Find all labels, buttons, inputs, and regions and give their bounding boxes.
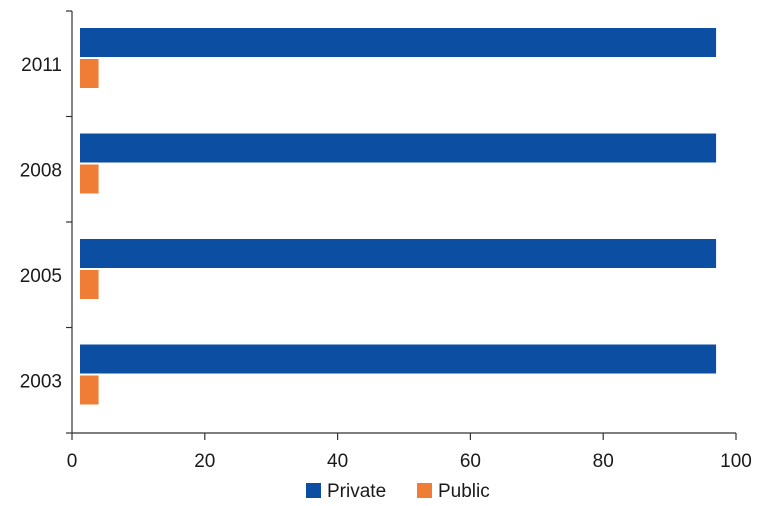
legend-swatch-private — [306, 483, 321, 498]
bar-public-2005 — [80, 270, 99, 299]
labels-layer: 2011 2008 2005 2003 0 20 40 60 80 100 — [20, 55, 752, 472]
bar-public-2011 — [80, 59, 99, 88]
bar-private-2005 — [80, 239, 717, 268]
bar-private-2008 — [80, 133, 717, 163]
legend-label-private: Private — [327, 481, 386, 502]
legend-swatch-public — [417, 483, 432, 498]
x-tick-label-20: 20 — [194, 451, 215, 472]
y-tick-label-2005: 2005 — [20, 266, 62, 287]
bar-public-2008 — [80, 164, 99, 194]
x-tick-label-60: 60 — [460, 451, 481, 472]
x-tick-label-80: 80 — [593, 451, 614, 472]
axes-layer — [66, 10, 737, 440]
bar-private-2003 — [80, 344, 717, 374]
x-tick-label-100: 100 — [720, 451, 752, 472]
y-tick-label-2008: 2008 — [20, 160, 62, 181]
bar-public-2003 — [80, 375, 99, 405]
x-tick-label-0: 0 — [67, 451, 78, 472]
legend-item-public: Public — [417, 481, 490, 502]
y-tick-label-2003: 2003 — [20, 371, 62, 392]
legend-item-private: Private — [306, 481, 386, 502]
y-tick-label-2011: 2011 — [21, 55, 62, 76]
legend-label-public: Public — [438, 481, 490, 502]
x-tick-label-40: 40 — [327, 451, 348, 472]
bars-layer — [80, 28, 717, 405]
bar-private-2011 — [80, 28, 717, 57]
legend: Private Public — [306, 481, 490, 502]
